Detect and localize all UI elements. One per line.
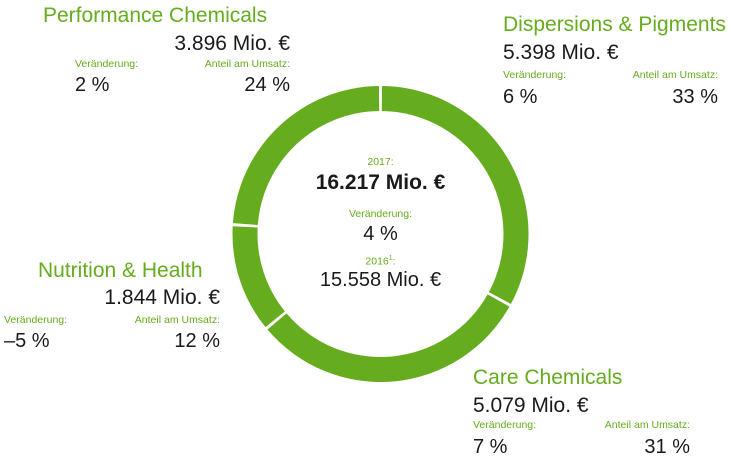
segment-share-label-care-chemicals: Anteil am Umsatz: <box>604 419 690 431</box>
segment-title-nutrition-health: Nutrition & Health <box>38 259 203 282</box>
segment-title-care-chemicals: Care Chemicals <box>473 366 623 389</box>
segment-share-performance-chemicals: 24 % <box>244 74 290 96</box>
segment-change-care-chemicals: 7 % <box>473 436 508 458</box>
segment-change-nutrition-health: –5 % <box>4 330 50 352</box>
segment-share-label-dispersions-pigments: Anteil am Umsatz: <box>632 69 718 81</box>
segment-change-dispersions-pigments: 6 % <box>503 86 538 108</box>
segment-share-label-nutrition-health: Anteil am Umsatz: <box>134 314 220 326</box>
segment-change-label-care-chemicals: Veränderung: <box>473 419 537 431</box>
segment-share-label-performance-chemicals: Anteil am Umsatz: <box>204 58 290 70</box>
donut-segment-care-chemicals <box>267 294 510 382</box>
total-year-label: 2017: <box>367 156 394 168</box>
segment-amount-dispersions-pigments: 5.398 Mio. € <box>503 41 619 64</box>
total-value: 16.217 Mio. € <box>315 171 446 194</box>
donut-segment-nutrition-health <box>232 226 285 328</box>
previous-year: 2016 <box>365 255 389 268</box>
segment-amount-care-chemicals: 5.079 Mio. € <box>473 394 589 417</box>
previous-year-suffix: : <box>392 255 396 268</box>
segment-share-nutrition-health: 12 % <box>174 330 220 352</box>
previous-value: 15.558 Mio. € <box>319 269 442 291</box>
segment-amount-performance-chemicals: 3.896 Mio. € <box>174 32 290 55</box>
previous-year-footnote: 1 <box>388 255 393 262</box>
segment-change-label-nutrition-health: Veränderung: <box>4 314 68 326</box>
previous-year-label: 20161: <box>268 255 493 267</box>
segment-share-dispersions-pigments: 33 % <box>672 86 718 108</box>
segment-change-label-dispersions-pigments: Veränderung: <box>503 69 567 81</box>
segment-title-performance-chemicals: Performance Chemicals <box>43 4 268 27</box>
donut-segment-performance-chemicals <box>232 86 380 225</box>
segment-change-label-performance-chemicals: Veränderung: <box>75 58 139 70</box>
segment-change-performance-chemicals: 2 % <box>75 74 110 96</box>
total-change-label: Veränderung: <box>348 208 413 220</box>
donut-segment-dispersions-pigments <box>381 86 529 304</box>
segment-amount-nutrition-health: 1.844 Mio. € <box>104 286 220 309</box>
segment-title-dispersions-pigments: Dispersions & Pigments <box>503 13 726 36</box>
segment-share-care-chemicals: 31 % <box>644 436 690 458</box>
total-change-value: 4 % <box>363 223 398 245</box>
